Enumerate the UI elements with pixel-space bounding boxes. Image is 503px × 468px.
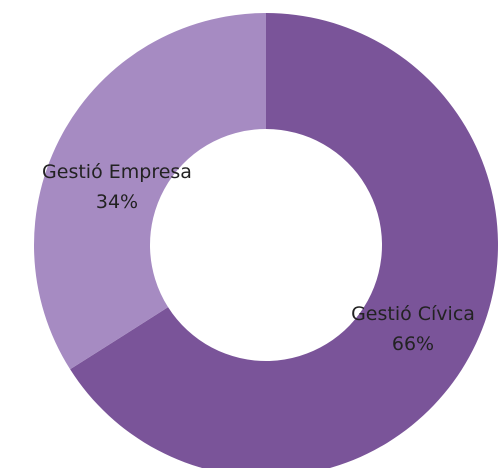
donut-slices	[33, 13, 498, 468]
donut-slice-1	[70, 13, 498, 468]
slice-label-1: Gestió Cívica	[351, 303, 475, 325]
slice-label-2: Gestió Empresa	[42, 161, 192, 183]
slice-value-label-1: 66%	[392, 333, 434, 355]
donut-slice-2	[33, 13, 267, 370]
donut-labels: Gestió Cívica 66% Gestió Empresa 34%	[42, 161, 475, 355]
slice-value-label-2: 34%	[96, 191, 138, 213]
